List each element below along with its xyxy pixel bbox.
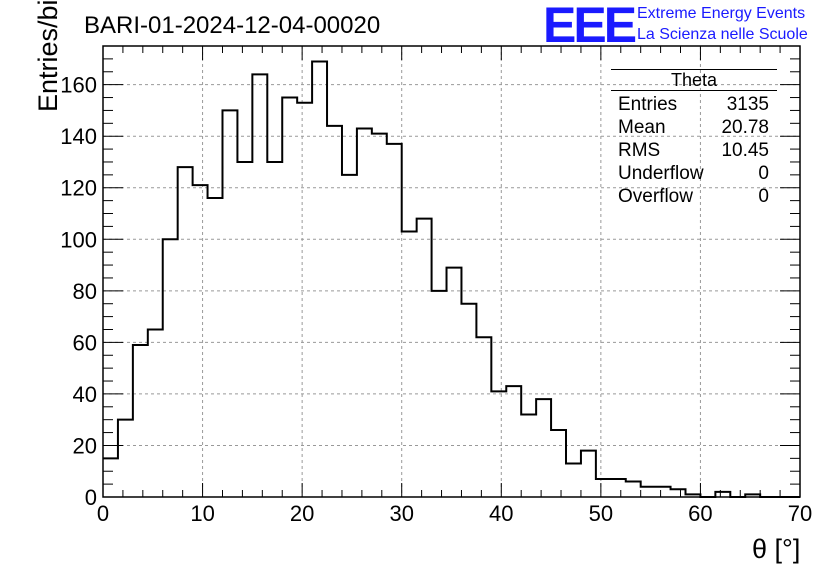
x-tick-label: 20 — [290, 501, 314, 526]
histogram-bin — [566, 463, 581, 497]
x-tick-label: 70 — [788, 501, 812, 526]
x-tick-label: 10 — [190, 501, 214, 526]
chart-title: BARI-01-2024-12-04-00020 — [84, 12, 381, 39]
stats-row-entries: Entries 3135 — [611, 93, 777, 116]
stats-row-underflow: Underflow 0 — [611, 162, 777, 185]
histogram-bin — [208, 198, 223, 497]
histogram-bin — [372, 134, 387, 497]
x-axis-label: θ [°] — [752, 534, 801, 564]
histogram-bin — [297, 103, 312, 497]
histogram-bin — [715, 492, 730, 497]
histogram-bin — [491, 391, 506, 497]
histogram-bin — [387, 144, 402, 497]
stats-row-overflow: Overflow 0 — [611, 185, 777, 208]
stats-value: 0 — [758, 163, 769, 184]
x-tick-label: 0 — [97, 501, 109, 526]
logo-text: Extreme Energy Events La Scienza nelle S… — [637, 3, 808, 45]
histogram-bin — [282, 98, 297, 497]
y-tick-label: 0 — [85, 485, 97, 510]
histogram-bin — [312, 61, 327, 497]
x-tick-label: 40 — [489, 501, 513, 526]
logo-line-2: La Scienza nelle Scuole — [637, 26, 808, 43]
histogram-bin — [163, 239, 178, 497]
histogram-bin — [521, 415, 536, 497]
histogram-bin — [402, 232, 417, 497]
histogram-bin — [237, 162, 252, 497]
stats-label: Underflow — [618, 163, 704, 184]
histogram-bin — [342, 175, 357, 497]
stats-value: 10.45 — [721, 140, 769, 161]
eee-logo: EEE — [543, 0, 637, 53]
y-tick-label: 40 — [73, 382, 97, 407]
histogram-bin — [417, 219, 432, 497]
stats-label: Mean — [618, 117, 666, 138]
axis-ticks — [102, 45, 801, 498]
grid-lines — [103, 46, 800, 497]
stats-label: RMS — [618, 140, 661, 161]
histogram-bin — [671, 489, 686, 497]
y-tick-label: 60 — [73, 330, 97, 355]
histogram-bin — [656, 487, 671, 497]
logo-line-1: Extreme Energy Events — [637, 5, 806, 22]
histogram-bin — [611, 479, 626, 497]
stats-value: 0 — [758, 186, 769, 207]
y-tick-label: 80 — [73, 279, 97, 304]
histogram-bin — [267, 162, 282, 497]
histogram-bin — [685, 494, 700, 497]
y-axis-label: Entries/bin — [33, 0, 63, 112]
histogram-bin — [461, 304, 476, 497]
stats-label: Overflow — [618, 186, 693, 207]
x-tick-label: 50 — [589, 501, 613, 526]
plot-frame — [102, 45, 801, 498]
histogram-bin — [103, 458, 118, 497]
x-tick-label: 30 — [389, 501, 413, 526]
histogram-bin — [222, 110, 237, 497]
histogram-bin — [536, 399, 551, 497]
y-tick-label: 140 — [60, 124, 97, 149]
x-axis-tick-labels: 0 10 20 30 40 50 60 70 — [97, 501, 812, 526]
y-axis-tick-labels: 0 20 40 60 80 100 120 140 160 — [60, 73, 97, 510]
histogram-bin — [252, 74, 267, 497]
stats-label: Entries — [618, 94, 678, 115]
y-tick-label: 20 — [73, 433, 97, 458]
x-tick-label: 60 — [688, 501, 712, 526]
stats-value: 3135 — [726, 94, 769, 115]
histogram-bin — [178, 167, 193, 497]
y-tick-label: 120 — [60, 176, 97, 201]
histogram-bin — [506, 386, 521, 497]
stats-box: Theta Entries 3135 Mean 20.78 RMS 10.45 … — [611, 69, 777, 208]
histogram-bin — [118, 420, 133, 497]
histogram-bin — [133, 345, 148, 497]
histogram-bin — [745, 494, 760, 497]
histogram-bin — [596, 479, 611, 497]
histogram-bin — [447, 268, 462, 497]
histogram-outline — [103, 60, 800, 498]
histogram-bin — [581, 451, 596, 497]
histogram-bin — [357, 128, 372, 497]
stats-title: Theta — [611, 69, 777, 91]
histogram-bin — [193, 185, 208, 497]
histogram-bin — [476, 337, 491, 497]
histogram-bin — [626, 482, 641, 497]
histogram-bin — [432, 291, 447, 497]
histogram-bin — [551, 430, 566, 497]
stats-value: 20.78 — [721, 117, 769, 138]
y-tick-label: 160 — [60, 73, 97, 98]
stats-row-rms: RMS 10.45 — [611, 139, 777, 162]
y-tick-label: 100 — [60, 227, 97, 252]
histogram-bin — [641, 487, 656, 497]
histogram-bin — [148, 329, 163, 497]
stats-row-mean: Mean 20.78 — [611, 116, 777, 139]
histogram-bin — [327, 126, 342, 497]
